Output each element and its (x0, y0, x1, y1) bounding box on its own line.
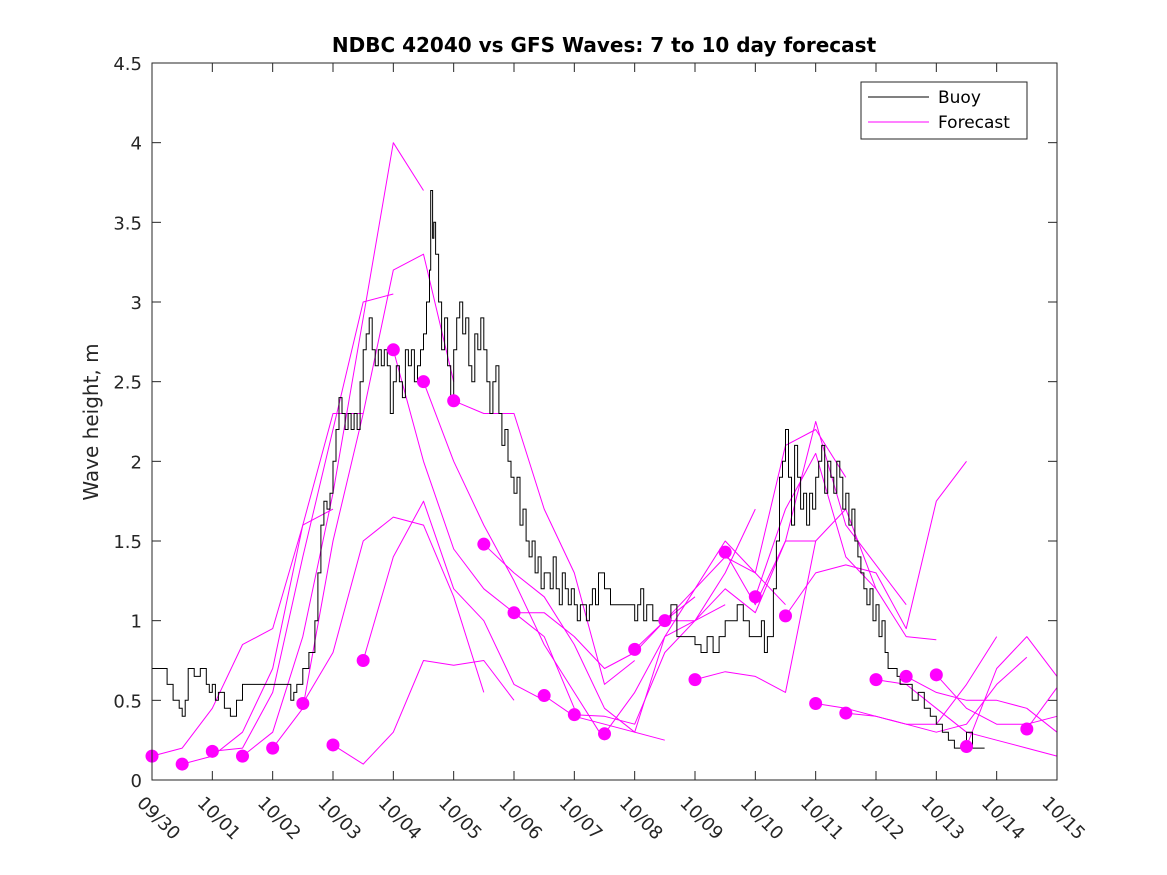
y-tick-label: 4.5 (113, 54, 142, 75)
forecast-start-marker (839, 706, 853, 720)
plot-background (152, 63, 1057, 780)
forecast-start-marker (266, 741, 280, 755)
forecast-start-marker (236, 749, 249, 763)
forecast-series-line (845, 656, 1028, 733)
legend-box (860, 81, 1028, 140)
forecast-start-marker (748, 590, 762, 604)
y-tick-label: 3 (131, 293, 142, 314)
forecast-start-marker (779, 609, 792, 623)
forecast-markers (145, 343, 1034, 771)
forecast-start-marker (809, 697, 823, 711)
forecast-start-marker (296, 697, 310, 711)
forecast-series-line (785, 460, 967, 630)
forecast-start-marker (929, 668, 943, 682)
forecast-series-line (966, 636, 1058, 747)
forecast-series-line (754, 452, 937, 641)
forecast-start-marker (598, 727, 611, 741)
forecast-start-marker (688, 673, 702, 687)
forecast-start-marker (326, 738, 340, 752)
forecast-start-marker (205, 744, 219, 758)
y-tick-label: 0 (131, 771, 142, 792)
plot-border (151, 62, 1058, 781)
forecast-start-marker (567, 708, 581, 722)
forecast-start-marker (869, 673, 883, 687)
forecast-start-marker (628, 642, 642, 656)
forecast-start-marker (899, 669, 913, 683)
forecast-start-marker (477, 537, 491, 551)
forecast-start-marker (386, 343, 400, 357)
y-tick-label: 4 (131, 134, 142, 155)
y-tick-label: 0.5 (113, 691, 142, 712)
forecast-start-marker (447, 394, 461, 408)
forecast-start-marker (960, 740, 973, 754)
forecast-series-line (392, 349, 575, 709)
forecast-series-line (362, 500, 545, 701)
forecast-series-line (574, 508, 756, 725)
y-axis-label: Wave height, m (79, 343, 103, 500)
forecast-start-marker (718, 545, 732, 559)
forecast-series-line (935, 674, 1058, 725)
chart-title: NDBC 42040 vs GFS Waves: 7 to 10 day for… (332, 33, 877, 57)
forecast-series-line (453, 400, 636, 685)
forecast-series-line (664, 429, 847, 622)
forecast-start-marker (417, 375, 430, 389)
legend-forecast-label: Forecast (938, 113, 1010, 133)
buoy-series-line (152, 190, 985, 749)
forecast-start-marker (1020, 722, 1034, 736)
forecast-series-line (1026, 687, 1058, 730)
y-tick-label: 3.5 (113, 213, 142, 234)
forecast-start-marker (356, 654, 370, 667)
forecast-start-marker (507, 606, 521, 620)
forecast-start-marker (537, 689, 551, 703)
legend: Buoy Forecast (860, 81, 1028, 140)
forecast-series-line (905, 675, 1058, 733)
y-tick-label: 1 (131, 612, 142, 633)
legend-buoy-label: Buoy (938, 88, 981, 108)
forecast-series-line (332, 660, 515, 765)
plot-area (145, 62, 1058, 781)
y-tick-label: 2 (131, 452, 142, 473)
y-tick-label: 2.5 (113, 373, 142, 394)
y-tick-label: 1.5 (113, 532, 142, 553)
forecast-start-marker (658, 614, 672, 628)
forecast-series-line (302, 516, 485, 704)
forecast-series-line (423, 381, 605, 741)
forecast-series-line (724, 421, 907, 606)
buoy-layer (152, 190, 985, 749)
y-tick-labels: 0 0.5 1 1.5 2 2.5 3 3.5 4 4.5 (113, 54, 142, 792)
forecast-series-line (212, 293, 394, 752)
forecast-start-marker (175, 757, 189, 771)
